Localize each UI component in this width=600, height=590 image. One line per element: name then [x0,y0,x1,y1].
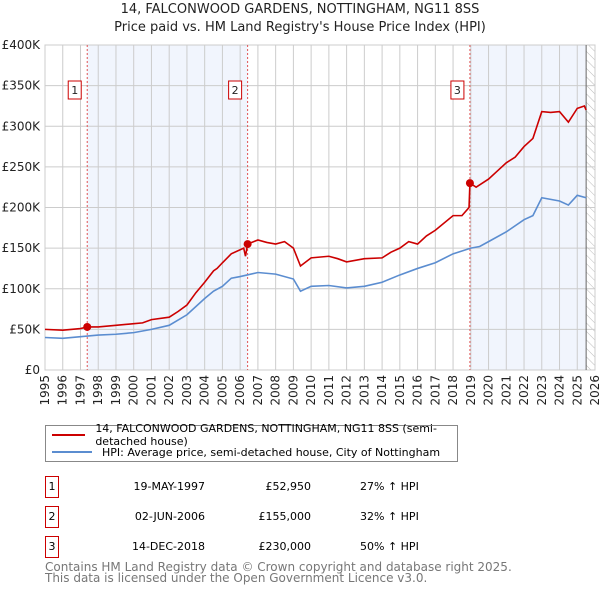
x-tick-label: 2014 [375,375,389,406]
x-tick-label: 2010 [304,375,318,406]
x-tick-label: 2022 [517,375,531,406]
sale-point [465,179,474,188]
x-tick-label: 1995 [38,375,52,406]
y-tick-label: £300K [2,119,42,133]
x-tick-label: 1997 [73,375,87,406]
legend-label: 14, FALCONWOOD GARDENS, NOTTINGHAM, NG11… [95,422,437,448]
x-tick-label: 2016 [411,375,425,406]
sale-hpi-diff: 32% ↑ HPI [360,510,419,523]
x-tick-label: 2011 [322,375,336,406]
x-tick-label: 2008 [269,375,283,406]
x-tick-label: 2013 [357,375,371,406]
y-tick-label: £250K [2,160,42,174]
sale-marker: 2 [45,506,59,528]
legend: 14, FALCONWOOD GARDENS, NOTTINGHAM, NG11… [45,422,458,462]
legend-item-hpi: HPI: Average price, semi-detached house,… [52,444,440,460]
x-tick-label: 2000 [127,375,141,406]
x-tick-label: 2017 [428,375,442,406]
x-tick-label: 2019 [464,375,478,406]
chart-title: 14, FALCONWOOD GARDENS, NOTTINGHAM, NG11… [120,2,480,17]
sale-price: £155,000 [258,510,312,523]
legend-item-property: 14, FALCONWOOD GARDENS, NOTTINGHAM, NG11… [52,422,457,448]
table-row: 1 19-MAY-1997 £52,950 27% ↑ HPI [45,476,545,498]
x-tick-label: 2002 [162,375,176,406]
sale-label: 1 [71,84,78,97]
y-tick-label: £350K [2,79,42,93]
sale-marker: 3 [45,536,59,558]
sale-label: 3 [454,84,461,97]
sale-price: £230,000 [258,540,312,553]
sale-price: £52,950 [265,480,312,493]
legend-swatch [52,451,92,453]
x-tick-label: 2015 [393,375,407,406]
x-tick-label: 2009 [286,375,300,406]
sale-point [83,322,92,331]
x-tick-label: 2003 [180,375,194,406]
x-tick-label: 2026 [588,375,600,406]
plot-border [44,44,596,371]
y-tick-label: £0 [25,363,40,377]
x-tick-label: 2021 [499,375,513,406]
sale-label-box [450,80,465,100]
legend-label: HPI: Average price, semi-detached house,… [102,445,441,459]
x-tick-label: 2005 [215,375,229,406]
x-tick-label: 2012 [340,375,354,406]
table-row: 2 02-JUN-2006 £155,000 32% ↑ HPI [45,506,545,528]
series-line [44,104,587,331]
x-tick-label: 1999 [109,375,123,406]
x-tick-label: 2025 [570,375,584,406]
y-tick-label: £150K [2,241,42,255]
sale-point [243,240,252,249]
x-tick-label: 2023 [535,375,549,406]
x-tick-label: 2007 [251,375,265,406]
sale-marker: 1 [45,476,59,498]
y-tick-label: £200K [2,201,42,215]
x-tick-label: 1996 [56,375,70,406]
footer-copyright: Contains HM Land Registry data © Crown c… [45,560,512,574]
x-tick-label: 2024 [553,375,567,406]
chart-subtitle: Price paid vs. HM Land Registry's House … [114,20,486,35]
table-row: 3 14-DEC-2018 £230,000 50% ↑ HPI [45,536,545,558]
sale-date: 14-DEC-2018 [131,540,205,553]
y-tick-label: £50K [9,322,41,336]
y-tick-label: £100K [2,282,42,296]
sale-hpi-diff: 50% ↑ HPI [360,540,419,553]
plot-area: 1995 1996 1997 1998 1999 2000 2001 2002 2003 2004… [2,38,600,406]
x-tick-label: 2006 [233,375,247,406]
x-tick-label: 2004 [198,375,212,406]
sale-date: 19-MAY-1997 [133,480,205,493]
sale-label-box [228,80,243,100]
sale-hpi-diff: 27% ↑ HPI [360,480,419,493]
series-line [44,194,587,340]
y-tick-label: £400K [2,38,42,52]
x-tick-label: 2001 [144,375,158,406]
sale-label: 2 [232,84,239,97]
x-tick-label: 1998 [91,375,105,406]
legend-swatch [52,434,86,436]
footer-licence: This data is licensed under the Open Gov… [45,571,428,585]
sale-date: 02-JUN-2006 [134,510,205,523]
sale-label-box [67,80,82,100]
x-tick-label: 2020 [482,375,496,406]
x-tick-label: 2018 [446,375,460,406]
